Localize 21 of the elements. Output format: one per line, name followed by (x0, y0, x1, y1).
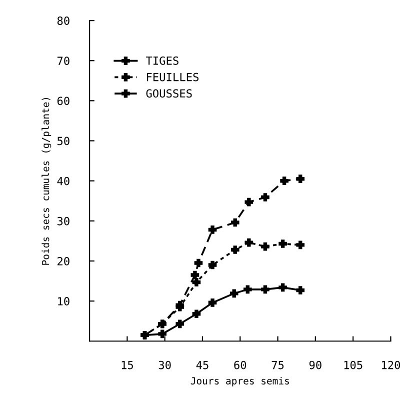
x-tick-label: 90 (309, 360, 322, 370)
y-tick-label: 40 (57, 176, 70, 186)
legend-label: FEUILLES (146, 72, 198, 82)
x-tick-label: 30 (158, 360, 171, 370)
x-tick-label: 105 (344, 360, 362, 370)
x-tick-label: 60 (234, 360, 246, 370)
y-axis-title: Poids secs cumules (g/plante) (42, 98, 52, 265)
y-tick-label: 60 (57, 96, 70, 106)
legend-label: TIGES (146, 56, 178, 65)
legend-label: GOUSSES (146, 89, 192, 98)
x-tick-label: 75 (272, 360, 284, 370)
y-tick-label: 50 (57, 136, 70, 146)
y-tick-label: 80 (57, 16, 70, 25)
x-axis-title: Jours apres semis (190, 376, 289, 386)
y-tick-label: 20 (58, 256, 70, 266)
x-tick-label: 45 (196, 360, 208, 370)
y-tick-label: 10 (58, 297, 70, 306)
x-tick-label: 120 (382, 360, 400, 370)
y-tick-label: 30 (57, 216, 70, 226)
y-tick-label: 70 (57, 56, 70, 66)
x-tick-label: 15 (122, 360, 133, 370)
